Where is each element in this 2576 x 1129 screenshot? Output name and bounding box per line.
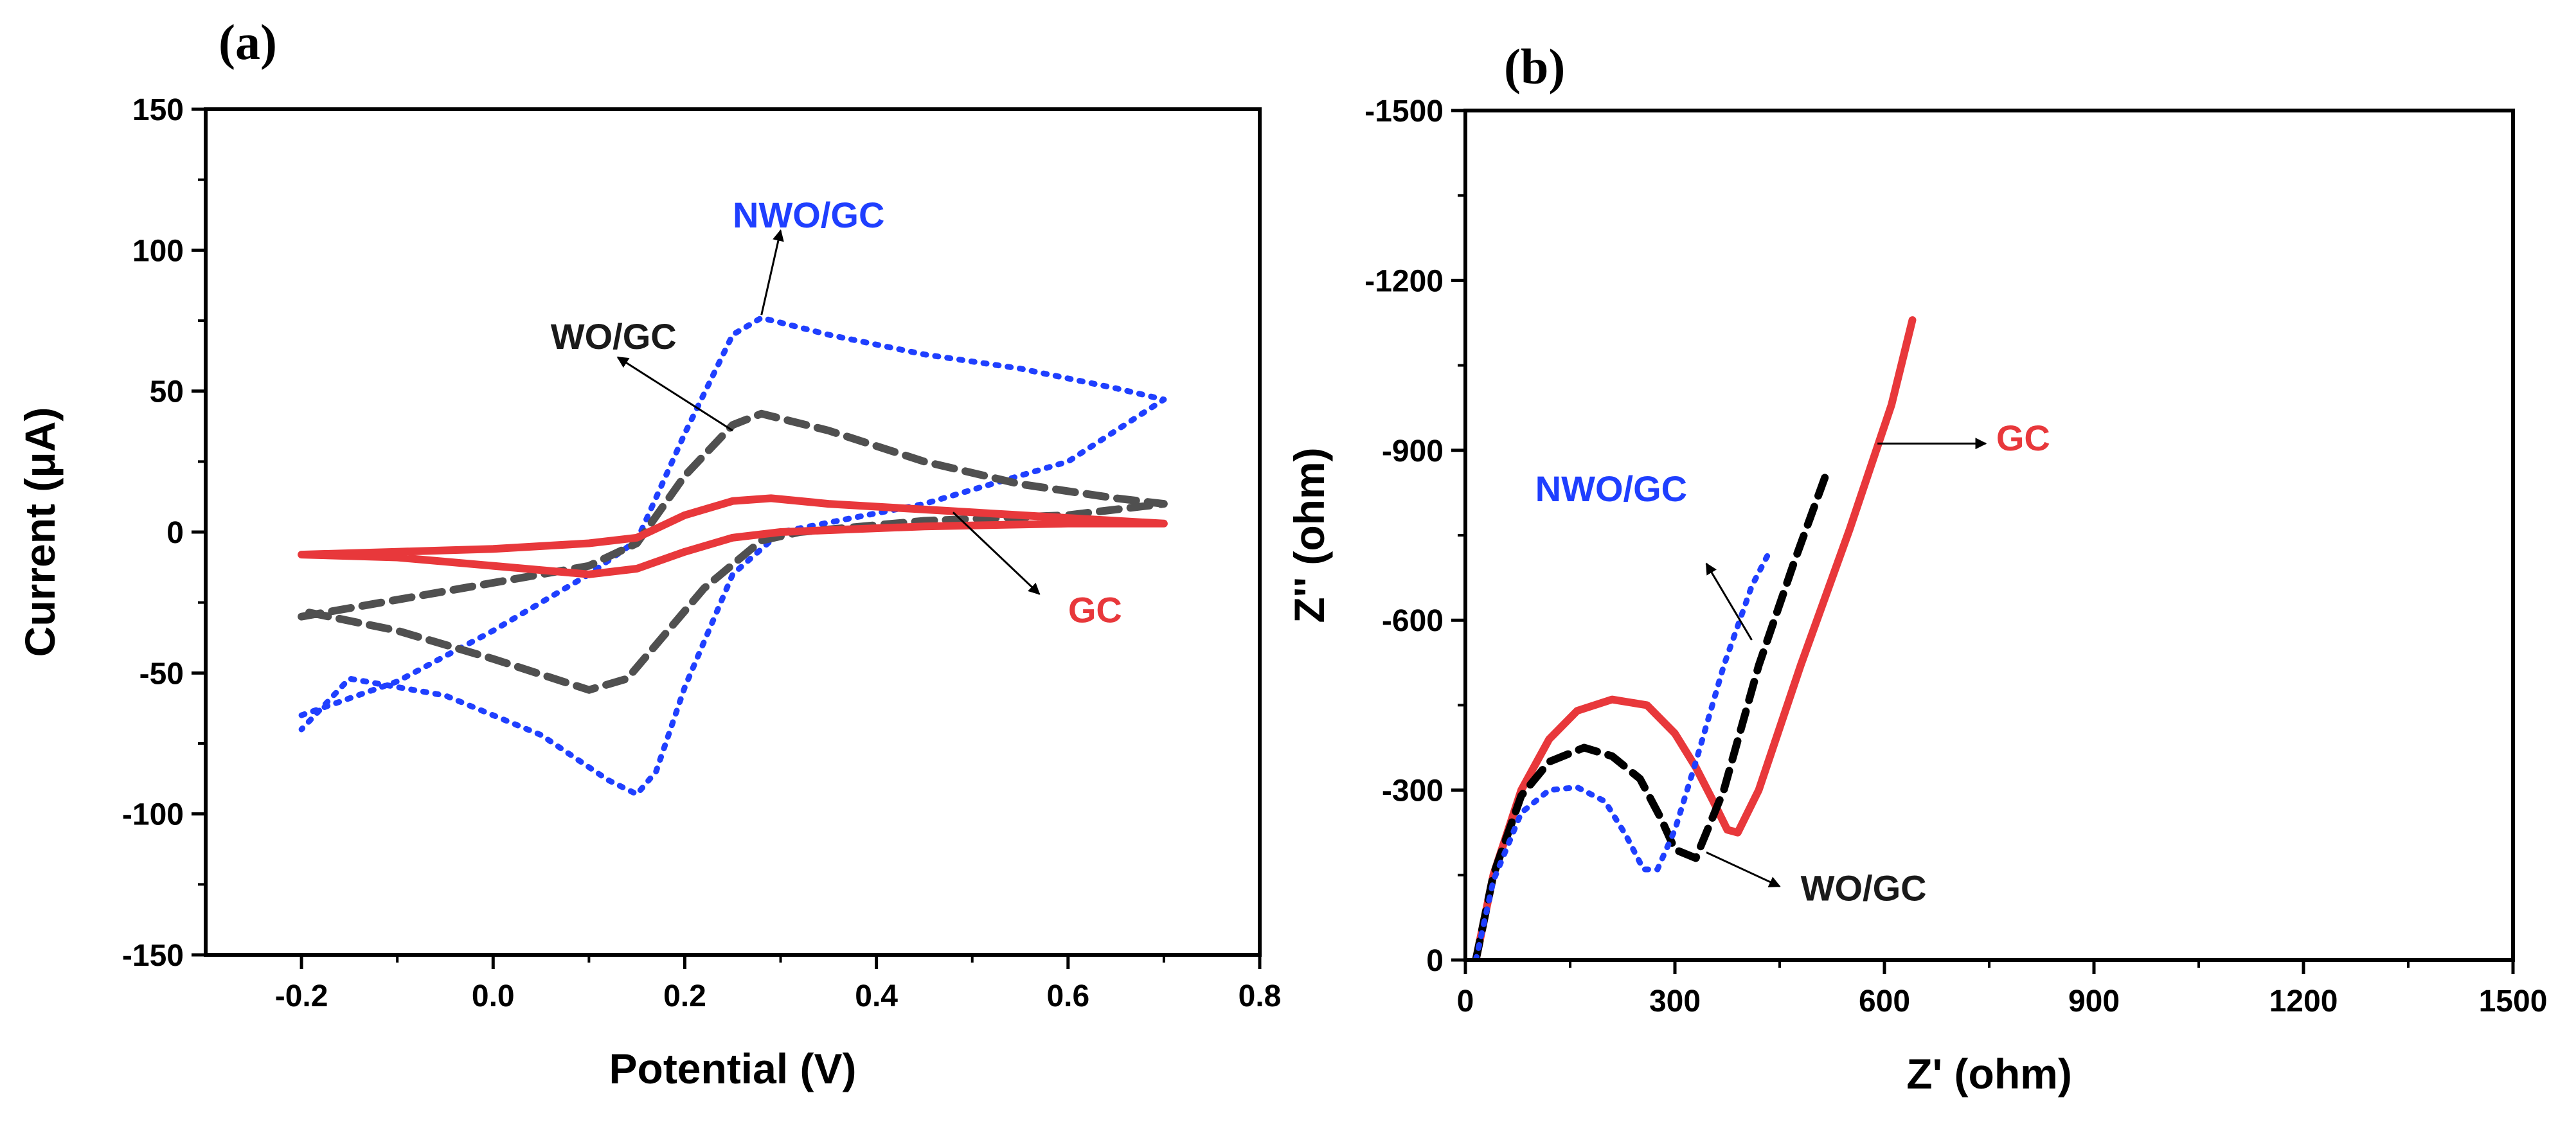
y-tick-label: 0 [1426, 944, 1444, 978]
x-tick-label: 0.4 [855, 979, 898, 1013]
panel-b: 0 300 600 900 1200 1500 0 -300 -600 -900 -1200 -15… [1285, 94, 2547, 1098]
x-tick-label: 0.6 [1046, 979, 1089, 1013]
panel-b-y-axis-title: Z'' (ohm) [1285, 447, 1333, 623]
panel-label-b: (b) [1504, 39, 1565, 94]
series-line-nwo-gc [298, 315, 1167, 797]
panel-b-x-axis-title: Z' (ohm) [1906, 1050, 2072, 1098]
annotation-label: NWO/GC [733, 195, 884, 235]
x-tick-label: 900 [2068, 984, 2120, 1018]
x-tick-label: 1200 [2269, 984, 2338, 1018]
panel-b-series [1472, 316, 1917, 960]
y-tick-label: -50 [139, 657, 184, 691]
series-line-gc [1472, 316, 1917, 960]
panel-a-y-axis-title: Current (μA) [16, 407, 64, 657]
x-tick-label: 300 [1649, 984, 1701, 1018]
annotation-arrow [1705, 562, 1753, 641]
panel-a-annotations: NWO/GC WO/GC GC [551, 195, 1122, 630]
annotation-arrow [952, 511, 1041, 595]
annotation-label: NWO/GC [1535, 468, 1687, 509]
series-line-wo-gc [1472, 463, 1833, 960]
panel-a-x-axis-title: Potential (V) [609, 1045, 856, 1092]
panel-a: -0.2 0.0 0.2 0.4 0.6 0.8 -150 -100 -50 0 50 100 150… [16, 93, 1281, 1092]
y-tick-label: -150 [122, 939, 184, 973]
x-tick-label: 600 [1859, 984, 1910, 1018]
panel-a-series [298, 315, 1168, 797]
y-tick-label: -900 [1382, 434, 1444, 468]
series-line-wo-gc [298, 409, 1168, 694]
y-tick-label: 50 [150, 375, 184, 409]
annotation-label: GC [1068, 589, 1122, 630]
x-tick-label: 1500 [2479, 984, 2548, 1018]
x-tick-label: 0.8 [1239, 979, 1282, 1013]
panel-b-annotations: GC NWO/GC WO/GC [1535, 418, 2050, 909]
panel-label-a: (a) [219, 14, 277, 70]
x-tick-label: 0.0 [472, 979, 515, 1013]
x-tick-label: -0.2 [275, 979, 328, 1013]
panel-a-frame [204, 107, 1262, 957]
y-tick-label: -300 [1382, 774, 1444, 808]
annotation-arrow [1706, 851, 1781, 887]
y-tick-label: -1500 [1364, 94, 1444, 129]
annotation-label: WO/GC [551, 316, 677, 357]
y-tick-label: 150 [132, 93, 184, 127]
series-line-gc [298, 494, 1168, 578]
panel-b-x-ticks: 0 300 600 900 1200 1500 [1457, 960, 2548, 1018]
x-tick-label: 0.2 [663, 979, 706, 1013]
y-tick-label: 0 [166, 516, 184, 550]
x-tick-label: 0 [1457, 984, 1474, 1018]
annotation-arrow [616, 356, 733, 432]
panel-b-y-ticks: 0 -300 -600 -900 -1200 -1500 [1364, 94, 1465, 978]
annotation-arrow [760, 229, 784, 316]
y-tick-label: -1200 [1364, 264, 1444, 298]
panel-a-y-ticks: -150 -100 -50 0 50 100 150 [122, 93, 206, 973]
series-line-nwo-gc [1472, 549, 1773, 960]
y-tick-label: -600 [1382, 604, 1444, 638]
panel-a-x-ticks: -0.2 0.0 0.2 0.4 0.6 0.8 [275, 955, 1282, 1013]
y-tick-label: -100 [122, 798, 184, 832]
annotation-label: WO/GC [1801, 867, 1927, 908]
y-tick-label: 100 [132, 234, 184, 268]
annotation-label: GC [1996, 418, 2050, 458]
